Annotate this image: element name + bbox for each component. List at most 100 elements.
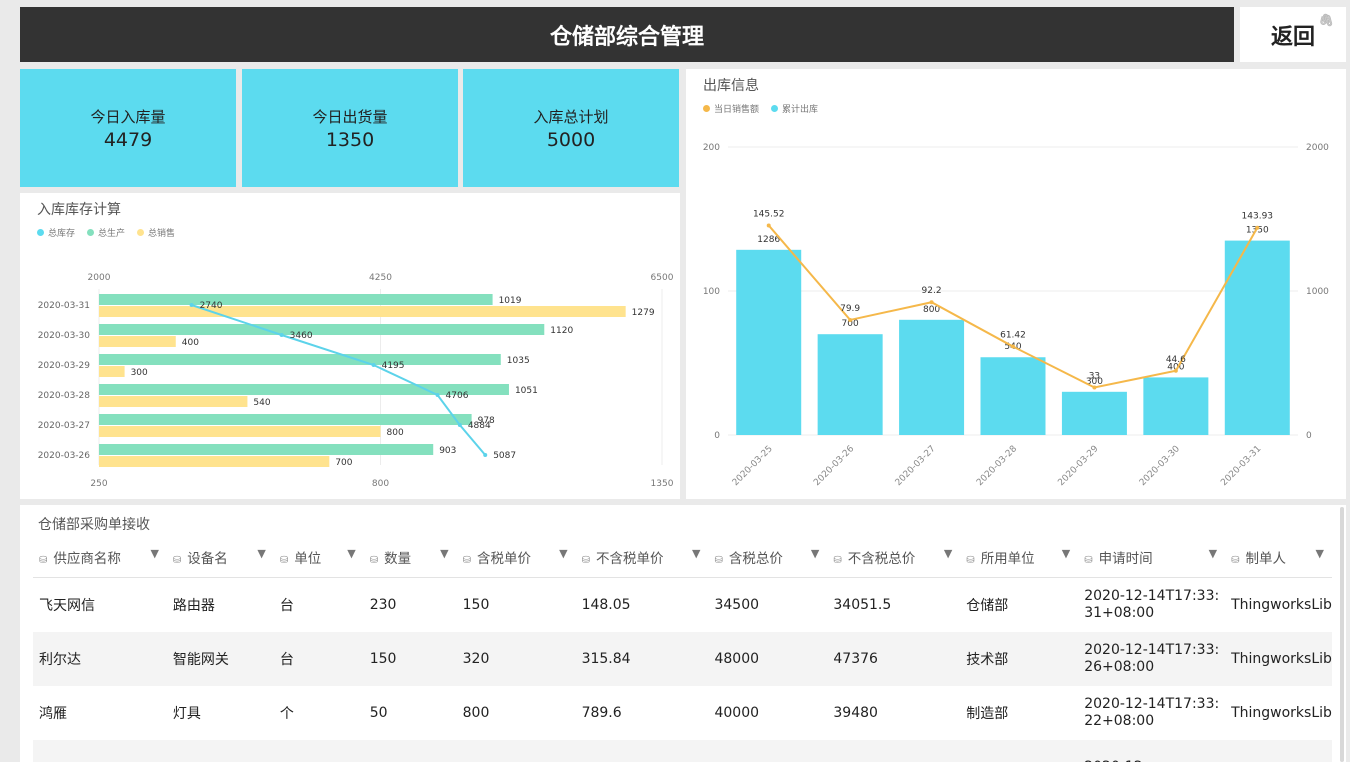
kpi-card-inbound-today: 今日入库量 4479 (20, 69, 236, 187)
column-header[interactable]: ⛁ 含税总价 ▼ (708, 537, 828, 578)
kpi-value: 1350 (325, 128, 375, 151)
left-axis-tick: 200 (703, 143, 720, 153)
production-bar (99, 354, 501, 365)
table-cell: ThingworksLib (1231, 705, 1332, 721)
table-cell: 灯具 (172, 706, 201, 722)
filter-icon[interactable]: ▼ (1061, 547, 1071, 560)
table-cell: 台 (279, 598, 294, 614)
sales-label: 800 (387, 428, 404, 438)
table-cell: 制造部 (966, 706, 1009, 722)
outbound-bar-label: 300 (1086, 377, 1103, 387)
column-header[interactable]: ⛁ 设备名 ▼ (166, 537, 274, 578)
filter-icon[interactable]: ▼ (692, 547, 701, 560)
back-button[interactable]: 返回 🖇 (1240, 7, 1346, 62)
bottom-axis-tick: 1350 (651, 479, 674, 489)
production-bar (99, 384, 509, 395)
column-header-label: 供应商名称 (53, 551, 121, 567)
sales-point (766, 223, 771, 228)
legend-label: 当日销售额 (714, 105, 760, 115)
table-cell: 320 (456, 632, 576, 686)
table-cell: 个 (279, 706, 294, 722)
table-cell: 2020-12-14T17:33:31+08:00 (1084, 588, 1220, 621)
filter-icon[interactable]: ▼ (943, 547, 953, 560)
sales-value-label: 92.2 (922, 286, 942, 296)
table-row[interactable]: 利尔达 智能网关台 150 320 315.84 48000 47376 技术部 2020-12… (33, 632, 1332, 686)
table-cell: 智能网关 (166, 632, 274, 686)
vertical-scrollbar[interactable] (1340, 507, 1344, 762)
sales-bar (99, 366, 125, 377)
filter-icon[interactable]: ▼ (440, 547, 449, 560)
column-header-label: 制单人 (1245, 551, 1286, 567)
outbound-panel-title: 出库信息 (703, 78, 759, 94)
column-header[interactable]: ⛁ 申请时间 ▼ (1078, 537, 1226, 578)
filter-icon[interactable]: ▼ (150, 547, 159, 560)
table-cell (456, 740, 576, 762)
table-cell: 2020-12-14T17:33:26+08:00 (1078, 632, 1226, 686)
filter-icon[interactable]: ▼ (559, 547, 568, 560)
table-row[interactable]: 鸿雁 灯具 个 50 800 789.6 40000 39480 制造部 2020-12-14T1… (33, 686, 1332, 740)
legend-item[interactable]: 总销售 (137, 226, 175, 239)
column-type-icon: ⛁ (966, 555, 975, 566)
right-axis-tick: 0 (1306, 431, 1312, 441)
outbound-bar (1143, 377, 1209, 435)
table-cell: 230 (369, 597, 397, 613)
outbound-bar (1224, 240, 1290, 435)
table-row[interactable]: 2020-12- (33, 740, 1332, 762)
inventory-legend: 总库存 总生产 总销售 (37, 226, 175, 239)
production-bar (99, 294, 493, 305)
column-header[interactable]: ⛁ 所用单位 ▼ (960, 537, 1079, 578)
top-axis-tick: 6500 (651, 273, 674, 283)
inventory-label: 4706 (446, 391, 469, 401)
column-header[interactable]: ⛁ 含税单价 ▼ (456, 537, 576, 578)
sales-label: 300 (131, 368, 148, 378)
column-header-label: 申请时间 (1098, 551, 1153, 567)
table-cell (166, 740, 274, 762)
table-cell: 34051.5 (833, 597, 892, 613)
table-cell: 34500 (714, 597, 760, 613)
column-type-icon: ⛁ (1084, 555, 1093, 566)
filter-icon[interactable]: ▼ (1208, 547, 1218, 560)
legend-item[interactable]: 总库存 (37, 226, 75, 239)
legend-dot (87, 229, 95, 236)
outbound-bar (1061, 391, 1127, 435)
column-header[interactable]: ⛁ 单位 ▼ (273, 537, 364, 578)
top-axis-tick: 2000 (88, 273, 111, 283)
x-axis-tick: 2020-03-30 (1138, 444, 1182, 488)
sales-bar (99, 336, 176, 347)
column-type-icon: ⛁ (39, 555, 48, 566)
column-header[interactable]: ⛁ 数量 ▼ (363, 537, 457, 578)
column-header[interactable]: ⛁ 供应商名称 ▼ (33, 537, 167, 578)
table-cell: 150 (462, 597, 490, 613)
table-row[interactable]: 飞天网信 路由器 台 230 150 148.05 34500 34051.5 仓储部 2020-… (33, 578, 1332, 633)
outbound-bar-label: 700 (842, 319, 859, 329)
filter-icon[interactable]: ▼ (257, 547, 266, 560)
bottom-axis-tick: 800 (372, 479, 389, 489)
column-header[interactable]: ⛁ 不含税总价 ▼ (827, 537, 961, 578)
inventory-label: 4195 (382, 361, 405, 371)
category-label: 2020-03-26 (38, 451, 91, 461)
column-header[interactable]: ⛁ 不含税单价 ▼ (575, 537, 709, 578)
legend-item[interactable]: 累计出库 (771, 102, 818, 115)
table-cell: 路由器 (172, 598, 215, 614)
x-axis-tick: 2020-03-26 (812, 444, 856, 488)
x-axis-tick: 2020-03-25 (731, 444, 775, 488)
legend-item[interactable]: 总生产 (87, 226, 125, 239)
filter-icon[interactable]: ▼ (347, 547, 356, 560)
table-cell: 仓储部 (966, 598, 1009, 614)
kpi-value: 5000 (546, 128, 596, 151)
filter-icon[interactable]: ▼ (810, 547, 820, 560)
column-header-label: 不含税总价 (847, 551, 916, 567)
sales-value-label: 143.93 (1242, 212, 1274, 222)
x-axis-tick: 2020-03-31 (1219, 444, 1263, 488)
production-label: 1035 (507, 356, 530, 366)
column-type-icon: ⛁ (714, 555, 723, 566)
table-cell: 2020-12-14T17:33:22+08:00 (1084, 696, 1220, 729)
column-header-label: 数量 (384, 551, 412, 567)
outbound-bar-label: 800 (923, 305, 940, 315)
column-header[interactable]: ⛁ 制单人 ▼ (1225, 537, 1332, 578)
table-cell: ThingworksLib (1231, 597, 1332, 613)
production-bar (99, 444, 434, 455)
filter-icon[interactable]: ▼ (1315, 547, 1324, 560)
legend-label: 总库存 (48, 229, 76, 239)
legend-item[interactable]: 当日销售额 (703, 102, 759, 115)
